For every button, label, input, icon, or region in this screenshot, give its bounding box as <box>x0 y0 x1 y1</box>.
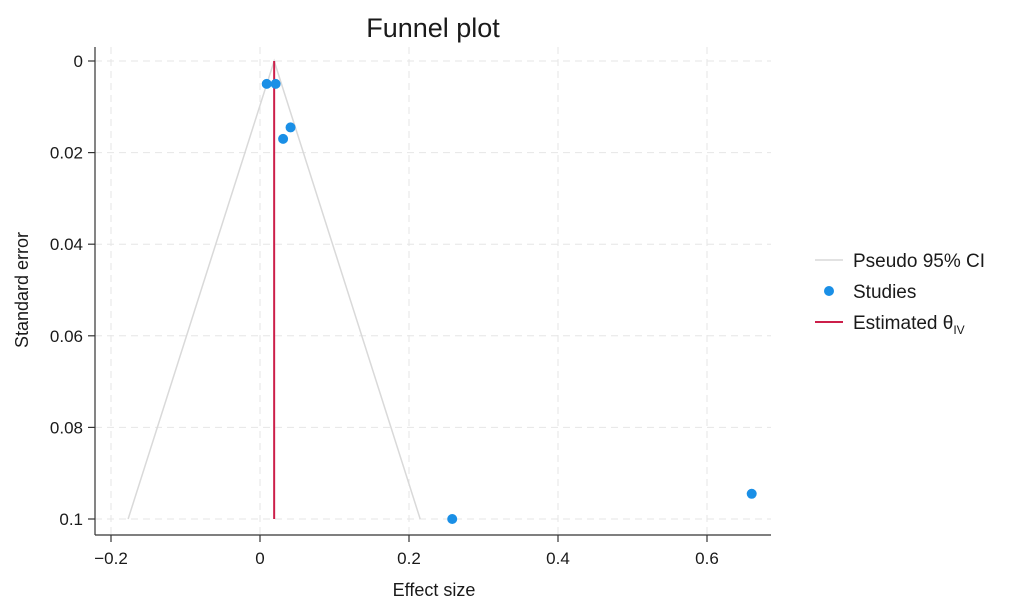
y-tick-label: 0.02 <box>50 144 83 163</box>
y-tick-label: 0.06 <box>50 327 83 346</box>
legend-label: Estimated θIV <box>853 313 965 337</box>
y-tick-label: 0.08 <box>50 418 83 437</box>
x-tick-label: 0 <box>255 549 264 568</box>
y-tick-label: 0.04 <box>50 235 83 254</box>
study-point <box>261 78 272 89</box>
y-tick-label: 0.1 <box>59 510 83 529</box>
study-point <box>285 122 296 133</box>
study-point <box>746 488 757 499</box>
study-point <box>278 133 289 144</box>
legend: Pseudo 95% CI Studies Estimated θIV <box>815 251 985 337</box>
study-point <box>270 78 281 89</box>
y-tick-label: 0 <box>74 52 83 71</box>
x-tick-label: 0.2 <box>397 549 421 568</box>
legend-label: Studies <box>853 282 916 303</box>
chart-title: Funnel plot <box>366 13 500 43</box>
x-axis-ticks: −0.2 0 0.2 0.4 0.6 <box>94 535 719 568</box>
x-axis-label: Effect size <box>393 580 476 600</box>
y-axis-ticks: 0 0.02 0.04 0.06 0.08 0.1 <box>50 52 95 529</box>
y-axis-label: Standard error <box>12 232 32 348</box>
x-tick-label: 0.4 <box>546 549 570 568</box>
plot-area <box>127 58 757 524</box>
study-point <box>447 514 458 524</box>
legend-label: Pseudo 95% CI <box>853 251 985 272</box>
legend-studies-swatch <box>824 286 834 296</box>
grid <box>95 47 771 535</box>
x-tick-label: 0.6 <box>695 549 719 568</box>
x-tick-label: −0.2 <box>94 549 128 568</box>
